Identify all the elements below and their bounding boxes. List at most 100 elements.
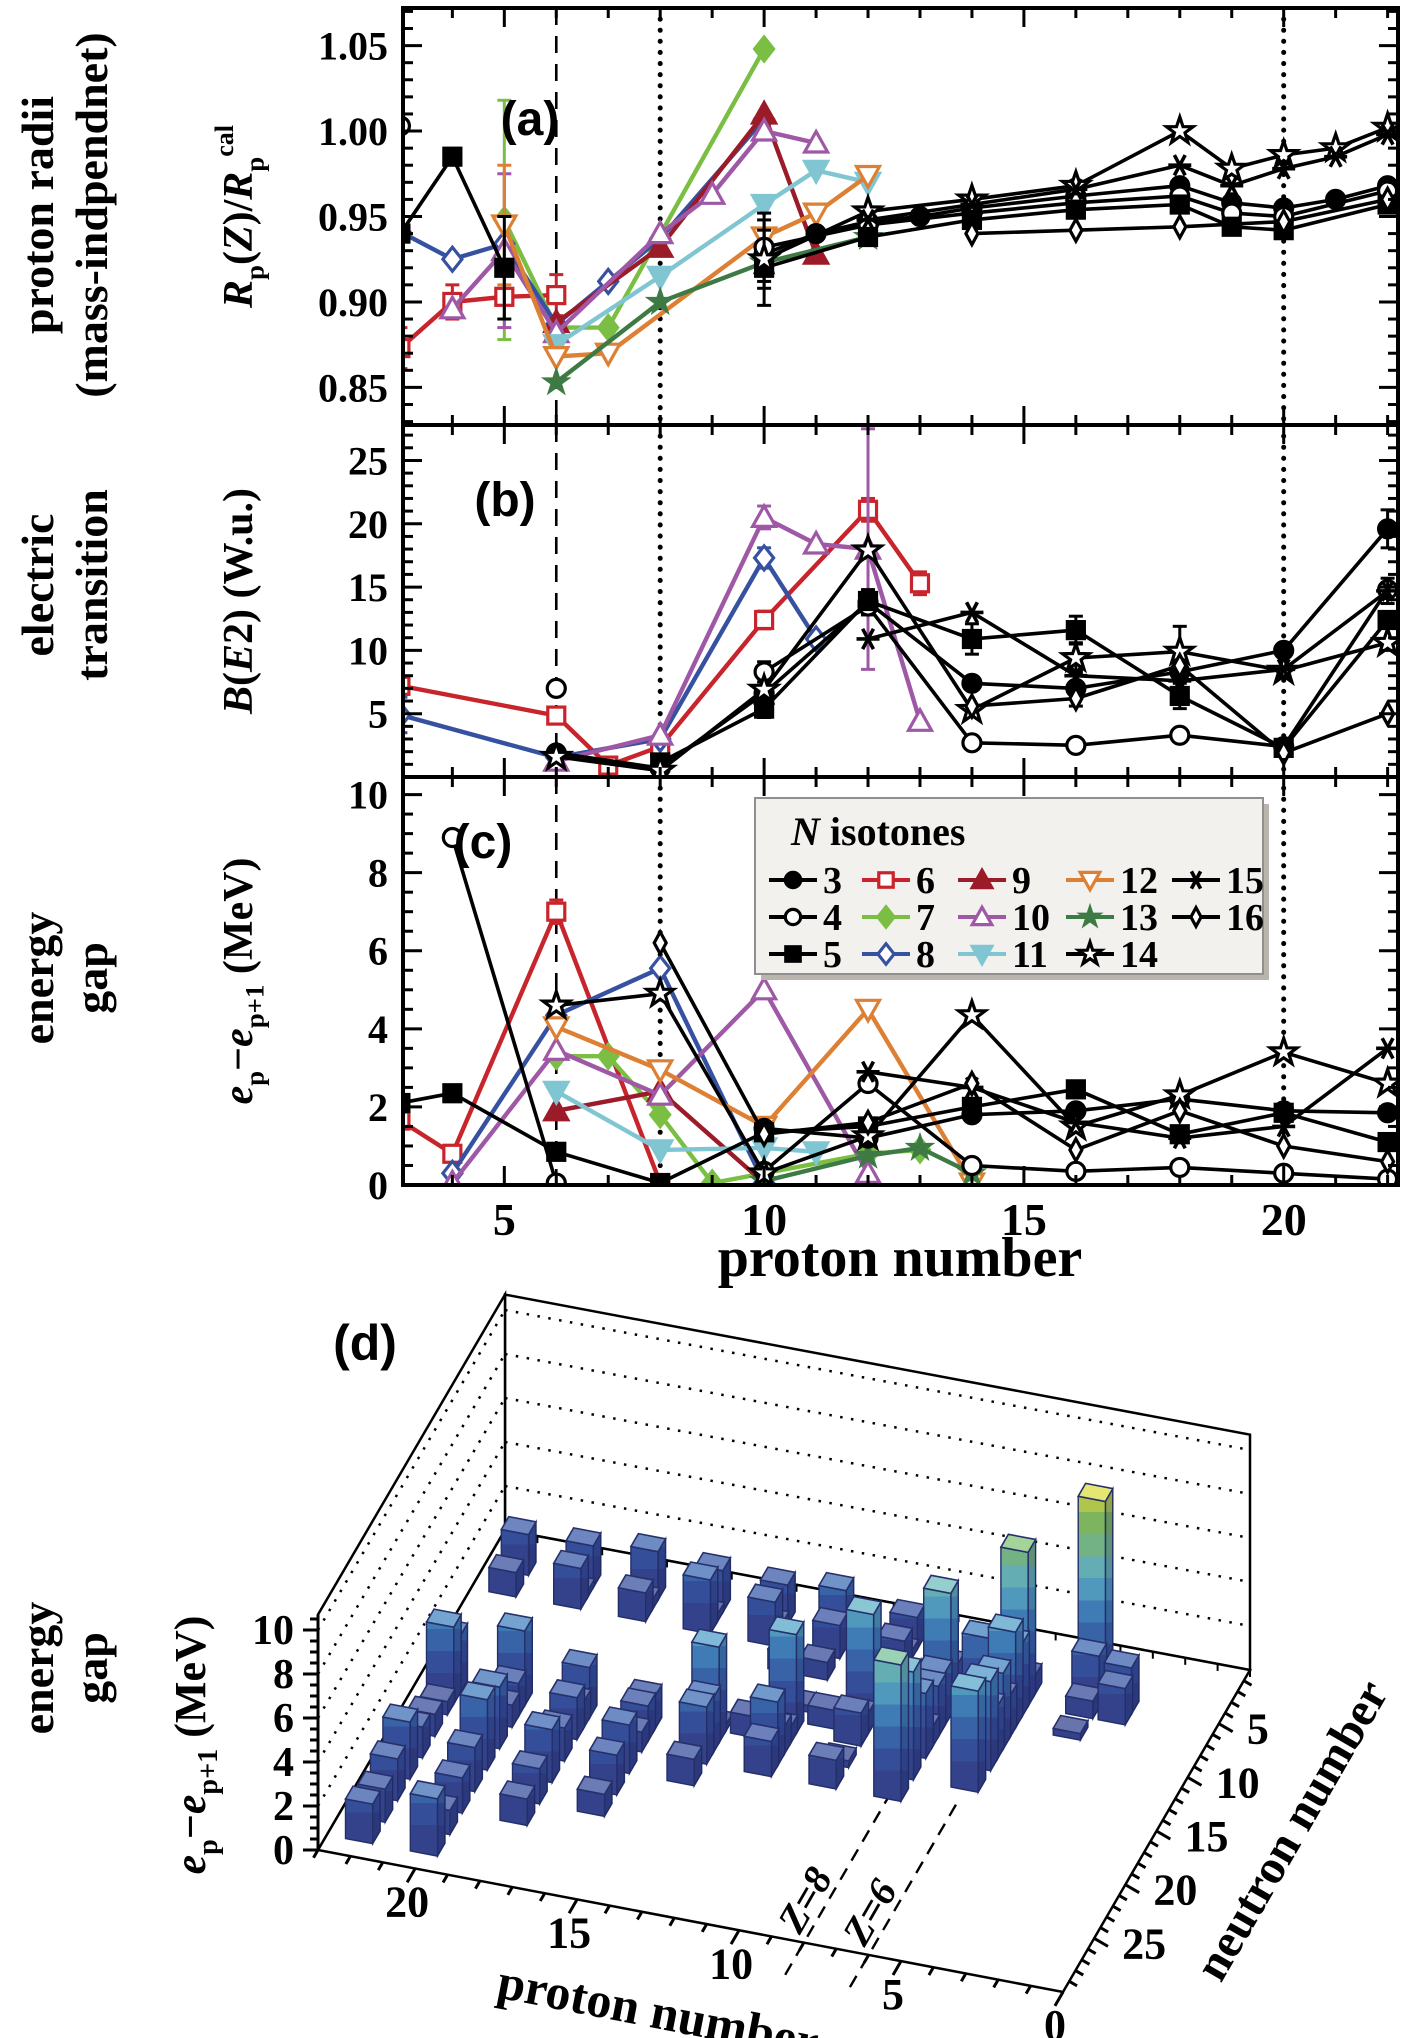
legend-marker-N13 [1076,902,1104,929]
ztick-label: 2 [273,1784,294,1830]
data-point-N16 [1275,207,1292,236]
bar-side-shade [1125,1675,1133,1725]
ztick-label: 10 [252,1608,294,1654]
data-point-N8 [752,543,776,573]
neutron-tick [1087,1947,1097,1955]
data-point-N14 [1161,112,1198,147]
bar-front-shade [846,1609,874,1725]
proton-tick [668,1917,676,1927]
data-point-N10 [438,294,467,320]
bar-top [690,1628,728,1649]
neutron-tick [1068,1979,1078,1988]
legend-label-N15: 15 [1226,860,1264,902]
data-point-N16 [1068,1135,1084,1165]
data-point-N6 [909,573,931,594]
data-point-N5 [1169,194,1190,215]
legend-label-N9: 9 [1012,860,1031,902]
data-point-N15 [1276,157,1291,180]
neutron-tick [1074,1969,1085,1977]
bar-top [498,1780,536,1800]
bar-top [999,1533,1037,1554]
data-point-N16 [1068,215,1084,245]
data-point-N14 [1265,135,1302,171]
proton-tick [506,1886,514,1896]
bar-side-shade [372,1791,381,1844]
data-point-N16 [1379,185,1396,214]
bar-top [471,1668,509,1689]
bar-Z4-N6 [1064,1682,1102,1722]
data-point-N6 [754,609,775,631]
xlabel-abc: proton number [718,1227,1083,1289]
neutron-tick [1149,1840,1159,1848]
bar-top [922,1574,960,1595]
data-point-N4 [961,1154,983,1177]
bar-side-shade [453,1614,462,1705]
bar-front-shade [426,1622,454,1705]
legend-marker-N8 [875,941,897,967]
bar-Z20-N28 [409,1779,447,1859]
data-point-N9 [542,1096,571,1122]
bar-side-shade [1080,1720,1088,1741]
proton-tick [729,1929,741,1945]
ytick-label-c: 2 [368,1085,388,1130]
data-point-N5 [961,628,983,650]
panel-letter-b: (b) [474,474,535,527]
series-N15-line [867,589,1389,683]
bar-top [742,1722,781,1743]
data-point-N12 [645,1059,675,1085]
data-point-N5 [494,257,515,278]
neutron-tick-label: 25 [1122,1919,1166,1968]
bar-side-shade [901,1652,909,1802]
bar-top [1096,1669,1135,1690]
bar-side-shade [861,1700,869,1747]
proton-tick [312,1849,320,1859]
data-point-N16 [964,691,980,721]
bar-front-shade [807,1705,835,1730]
grid-left-z10 [316,1309,507,1631]
legend-marker-N14 [1073,937,1107,968]
panel-c-box [401,775,1400,1187]
grid-left-z2 [316,1485,507,1807]
bar-side-shade [447,1688,455,1715]
neutron-tick [1099,1926,1109,1934]
proton-tick-label: 20 [385,1878,429,1927]
data-point-N6 [403,337,411,359]
bar-front-shade [809,1755,837,1789]
bar-side-shade [437,1786,445,1857]
data-point-N15 [861,627,876,650]
proton-tick [830,1948,838,1958]
series-N8-line [403,555,818,760]
bar-front-shade [500,1793,528,1826]
data-point-N10 [542,1035,571,1061]
data-point-N10 [905,706,935,732]
data-point-N12 [853,164,883,191]
data-point-N15 [964,601,979,624]
legend-label-N12: 12 [1120,860,1158,902]
bar-top [811,1606,849,1627]
data-point-N10 [749,116,779,142]
bar-top [600,1706,639,1726]
bar-top [588,1736,626,1757]
legend-marker-N5 [784,945,802,963]
data-point-N16 [1379,1147,1396,1176]
data-point-N16 [1171,1096,1188,1126]
bar-side-shade [978,1678,986,1793]
data-point-N13 [540,366,572,396]
bar-side-shade [771,1728,779,1777]
data-point-N10 [697,179,727,205]
bar-top [552,1549,590,1570]
data-point-N16 [1275,1131,1292,1161]
data-point-N11 [801,159,831,186]
panel-c-series [403,777,1398,1185]
data-point-N5 [1065,620,1086,641]
data-point-N16 [860,1108,876,1137]
neutron-tick [1161,1818,1172,1827]
bar-front-shade [873,1659,901,1802]
data-point-N12 [542,1016,571,1042]
series-N15-line [867,132,1389,222]
neutron-tick [1186,1776,1203,1787]
data-point-N5 [442,1083,463,1104]
bar-side-shade [462,1765,470,1814]
bar-side-shade [658,1538,666,1601]
